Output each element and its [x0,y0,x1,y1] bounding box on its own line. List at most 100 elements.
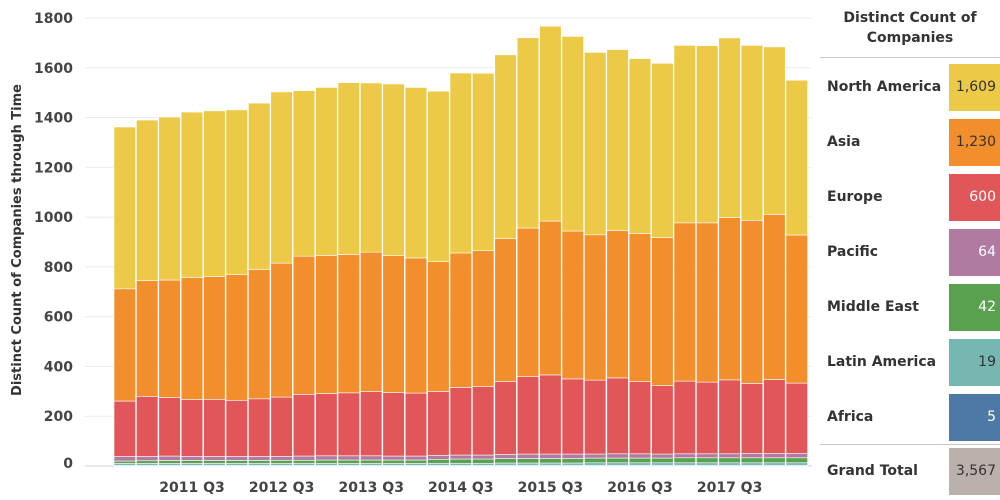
legend-item-value: 42 [949,284,1000,331]
y-tick-label: 0 [63,456,73,472]
bar-segment-asia [539,220,562,376]
bar-segment-north-america [158,116,181,281]
bar-segment-europe [516,376,540,455]
legend-grand-total: Grand Total 3,567 [820,444,1000,499]
bar-segment-middle-east [472,458,495,464]
bar-segment-europe [785,382,808,454]
bar-segment-europe [606,377,629,455]
bar-segment-pacific [158,455,181,461]
bar-segment-europe [494,381,517,455]
bar-segment-asia [584,234,607,381]
bar-segment-pacific [696,453,719,459]
legend-grand-total-value: 3,567 [949,448,1000,495]
bar-segment-pacific [763,453,786,459]
bar-segment-europe [136,396,159,457]
bar-segment-asia [472,250,495,387]
bar-segment-latin-america [606,462,629,466]
bar-segment-pacific [203,456,226,461]
legend-panel: Distinct Count of Companies North Americ… [820,0,1000,500]
bar-segment-north-america [651,62,674,238]
bar-segment-latin-america [539,462,562,466]
bar-segment-asia [404,257,428,394]
bar-segment-asia [315,255,338,394]
bar-segment-europe [763,379,786,454]
bar-segment-latin-america [763,462,786,466]
bar-segment-pacific [113,456,136,462]
bar-segment-asia [628,233,652,382]
bar-segment-middle-east [516,458,540,464]
bar-segment-pacific [427,454,450,460]
y-tick-label: 200 [44,409,73,425]
bars [113,25,808,467]
bar-segment-pacific [225,456,248,461]
bar-segment-latin-america [696,462,719,466]
bar-segment-middle-east [225,460,248,464]
bar-segment-middle-east [494,458,517,464]
y-tick-label: 1000 [34,210,73,226]
bar-segment-asia [696,222,719,383]
bar-segment-asia [740,220,764,384]
bar-segment-pacific [292,455,316,461]
bar-segment-europe [180,399,204,457]
bar-segment-europe [673,380,696,455]
bar-segment-north-america [136,119,159,281]
bar-segment-north-america [292,90,316,257]
bar-segment-north-america [203,110,226,277]
bar-segment-pacific [628,453,652,459]
x-tick-label: 2011 Q3 [159,480,224,496]
bar-segment-middle-east [718,457,741,464]
bar-segment-asia [606,230,629,379]
bar-segment-north-america [449,72,472,254]
legend-item-label: Asia [827,134,861,150]
bar-segment-north-america [427,90,450,262]
bar-segment-pacific [651,453,674,459]
x-tick-label: 2012 Q3 [249,480,314,496]
legend-item-label: Africa [827,409,874,425]
bar-segment-middle-east [651,457,674,464]
bar-segment-asia [427,261,450,392]
y-tick-label: 400 [44,359,73,375]
bar-segment-pacific [337,455,360,461]
bar-segment-europe [404,392,428,457]
bar-segment-middle-east [382,459,405,464]
legend-item-pacific: Pacific 64 [820,225,1000,280]
bar-segment-europe [382,392,405,457]
bar-segment-europe [337,392,360,457]
y-tick-label: 800 [44,260,73,276]
bar-segment-asia [113,288,136,402]
bar-segment-europe [158,397,181,457]
bar-segment-europe [292,394,316,457]
bar-segment-north-america [628,58,652,234]
y-tick-label: 600 [44,310,73,326]
bar-segment-asia [673,222,696,382]
legend-item-value: 64 [949,229,1000,276]
bar-segment-asia [270,262,293,398]
bar-segment-middle-east [584,457,607,464]
legend-item-label: Middle East [827,299,919,315]
bar-segment-pacific [472,454,495,460]
bar-segment-latin-america [628,462,652,466]
bar-segment-north-america [315,87,338,256]
bar-segment-north-america [606,49,629,231]
bar-segment-asia [651,237,674,386]
bar-segment-north-america [382,83,405,256]
legend-item-latin-america: Latin America 19 [820,335,1000,390]
stacked-bar-chart: 0 200 400 600 800 1000 1200 1400 1600 1800 2011 Q… [10,11,812,496]
bar-segment-asia [516,227,540,377]
legend-item-africa: Africa 5 [820,390,1000,445]
legend-item-value: 19 [949,339,1000,386]
bar-segment-pacific [449,454,472,460]
y-tick-label: 1600 [34,61,73,77]
bar-segment-europe [539,374,562,455]
bar-segment-pacific [360,455,383,461]
bar-segment-europe [651,385,674,455]
bar-segment-pacific [404,455,428,461]
bar-segment-latin-america [472,462,495,466]
bar-segment-north-america [763,46,786,215]
bar-segment-latin-america [584,462,607,466]
bar-segment-latin-america [494,462,517,466]
bar-segment-middle-east [158,460,181,464]
bar-segment-middle-east [606,457,629,464]
bar-segment-pacific [516,453,540,459]
legend-item-value: 1,230 [949,119,1000,166]
